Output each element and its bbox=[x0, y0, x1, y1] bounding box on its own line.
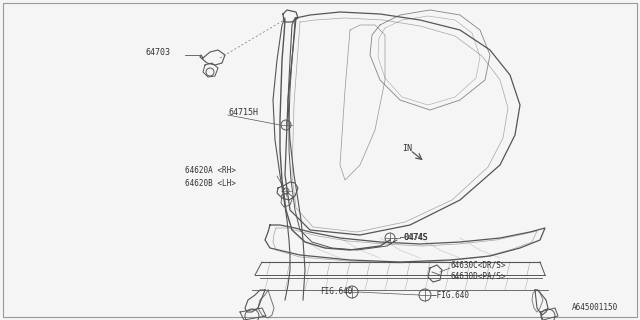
Text: —0474S: —0474S bbox=[400, 234, 428, 243]
Text: A645001150: A645001150 bbox=[572, 302, 618, 311]
Text: 64715H: 64715H bbox=[228, 108, 258, 116]
Text: FIG.640: FIG.640 bbox=[320, 287, 353, 297]
Text: 0474S: 0474S bbox=[403, 234, 428, 243]
Text: —FIG.640: —FIG.640 bbox=[432, 291, 469, 300]
Text: 64703: 64703 bbox=[145, 47, 170, 57]
Text: 64630D<PA/S>: 64630D<PA/S> bbox=[450, 271, 506, 281]
Text: 64620B <LH>: 64620B <LH> bbox=[185, 179, 236, 188]
Text: IN: IN bbox=[402, 143, 412, 153]
Text: 64630C<DR/S>: 64630C<DR/S> bbox=[450, 260, 506, 269]
Text: 64620A <RH>: 64620A <RH> bbox=[185, 165, 236, 174]
